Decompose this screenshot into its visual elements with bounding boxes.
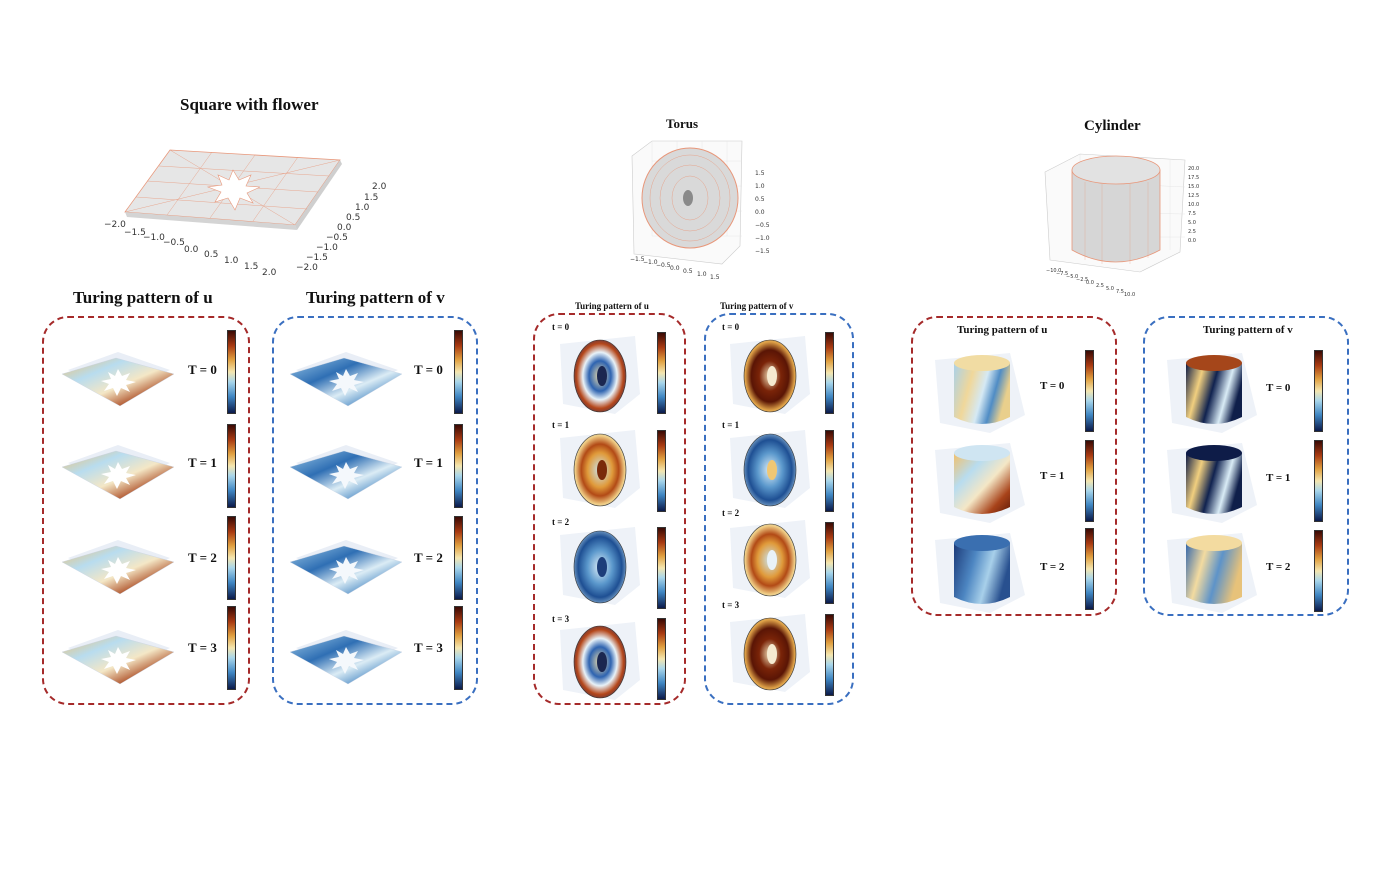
torus-v-colorbar (825, 614, 834, 696)
square-u-panel (42, 316, 250, 705)
cylinder-v-frame-label: T = 0 (1266, 382, 1291, 394)
square-title: Square with flower (180, 95, 319, 114)
square-v-title: Turing pattern of v (306, 288, 445, 307)
cylinder-mesh-plot (1044, 153, 1186, 273)
square-v-frame-label: T = 0 (414, 362, 443, 377)
cylinder-u-frame-label: T = 1 (1040, 470, 1065, 482)
cylinder-u-frame-label: T = 0 (1040, 380, 1065, 392)
cylinder-u-plot-1 (935, 443, 1025, 523)
cylinder-v-plot-0 (1167, 353, 1257, 433)
square-u-frame-label: T = 2 (188, 550, 217, 565)
square-v-frame-label: T = 3 (414, 640, 443, 655)
torus-v-frame-label: t = 0 (722, 322, 740, 332)
square-u-plot-2 (61, 539, 175, 595)
torus-u-colorbar (657, 430, 666, 512)
torus-title: Torus (666, 116, 699, 131)
cylinder-v-plot-1 (1167, 443, 1257, 523)
square-u-frame-label: T = 0 (188, 362, 217, 377)
square-v-plot-2 (289, 539, 403, 595)
flower-hole (206, 169, 261, 211)
torus-u-frame-label: t = 0 (552, 322, 570, 332)
torus-v-colorbar (825, 522, 834, 604)
square-u-title: Turing pattern of u (73, 288, 213, 307)
torus-u-colorbar (657, 332, 666, 414)
torus-v-title: Turing pattern of v (720, 301, 794, 311)
cylinder-v-colorbar (1314, 440, 1323, 522)
cylinder-u-colorbar (1085, 440, 1094, 522)
torus-v-colorbar (825, 332, 834, 414)
torus-u-colorbar (657, 618, 666, 700)
torus-u-plot-2 (559, 526, 641, 606)
cylinder-v-panel (1143, 316, 1349, 616)
square-v-frame-label: T = 2 (414, 550, 443, 565)
square-v-frame-label: T = 1 (414, 455, 443, 470)
square-u-plot-1 (61, 444, 175, 500)
torus-mesh-plot (631, 140, 743, 265)
torus-v-plot-1 (729, 429, 811, 509)
cylinder-v-frame-label: T = 1 (1266, 472, 1291, 484)
torus-u-panel (533, 313, 686, 705)
torus-v-frame-label: t = 3 (722, 600, 740, 610)
square-u-colorbar (227, 330, 236, 414)
square-v-plot-3 (289, 629, 403, 685)
cylinder-u-colorbar (1085, 528, 1094, 610)
square-u-plot-0 (61, 351, 175, 407)
cylinder-title: Cylinder (1084, 118, 1141, 134)
torus-u-plot-1 (559, 429, 641, 509)
square-v-plot-1 (289, 444, 403, 500)
torus-u-plot-0 (559, 335, 641, 415)
torus-v-frame-label: t = 1 (722, 420, 740, 430)
square-u-frame-label: T = 1 (188, 455, 217, 470)
square-u-frame-label: T = 3 (188, 640, 217, 655)
cylinder-v-colorbar (1314, 350, 1323, 432)
square-u-colorbar (227, 424, 236, 508)
square-v-plot-0 (289, 351, 403, 407)
torus-u-frame-label: t = 1 (552, 420, 570, 430)
torus-u-frame-label: t = 3 (552, 614, 570, 624)
square-v-colorbar (454, 516, 463, 600)
cylinder-v-frame-label: T = 2 (1266, 561, 1291, 573)
torus-v-plot-3 (729, 613, 811, 693)
torus-v-plot-2 (729, 519, 811, 599)
torus-v-frame-label: t = 2 (722, 508, 740, 518)
cylinder-u-panel (911, 316, 1117, 616)
cylinder-v-colorbar (1314, 530, 1323, 612)
cylinder-u-colorbar (1085, 350, 1094, 432)
square-v-colorbar (454, 424, 463, 508)
square-mesh-plot (124, 149, 342, 230)
torus-v-colorbar (825, 430, 834, 512)
square-u-plot-3 (61, 629, 175, 685)
torus-u-plot-3 (559, 621, 641, 701)
cylinder-u-plot-2 (935, 533, 1025, 613)
torus-u-title: Turing pattern of u (575, 301, 649, 311)
torus-v-panel (704, 313, 854, 705)
square-u-colorbar (227, 606, 236, 690)
torus-v-plot-0 (729, 335, 811, 415)
cylinder-u-plot-0 (935, 353, 1025, 433)
cylinder-u-title: Turing pattern of u (957, 324, 1048, 336)
torus-u-colorbar (657, 527, 666, 609)
cylinder-v-title: Turing pattern of v (1203, 324, 1293, 336)
square-v-colorbar (454, 330, 463, 414)
cylinder-u-frame-label: T = 2 (1040, 561, 1065, 573)
square-v-colorbar (454, 606, 463, 690)
square-v-panel (272, 316, 478, 705)
cylinder-v-plot-2 (1167, 533, 1257, 613)
square-u-colorbar (227, 516, 236, 600)
torus-u-frame-label: t = 2 (552, 517, 570, 527)
